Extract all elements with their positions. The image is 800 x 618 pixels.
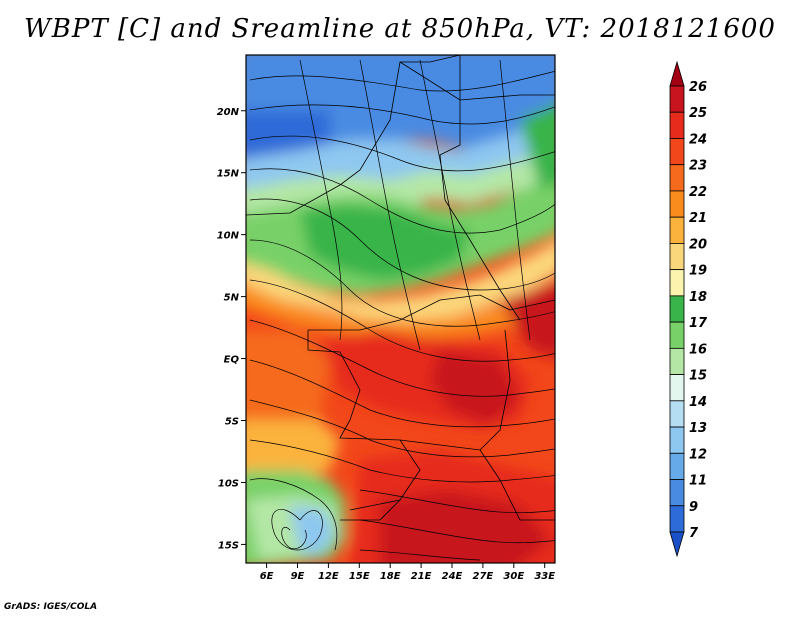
lon-tick-label: 33E: [534, 571, 555, 582]
colorbar-swatch: [669, 452, 685, 480]
colorbar-label: 11: [689, 474, 707, 489]
colorbar-bottom-arrow: [669, 531, 685, 558]
colorbar-label: 26: [689, 80, 707, 95]
colorbar-swatch: [669, 505, 685, 533]
lon-tick-label: 24E: [442, 571, 463, 582]
colorbar-label: 23: [689, 159, 707, 174]
colorbar-label: 19: [689, 264, 707, 279]
colorbar-swatch: [669, 295, 685, 323]
lon-tick-label: 15E: [349, 571, 370, 582]
colorbar-label: 17: [689, 316, 708, 331]
colorbar-label: 15: [689, 369, 707, 384]
lat-tick-label: 10S: [218, 478, 239, 489]
lat-tick-label: 15S: [218, 540, 239, 551]
lon-tick-label: 12E: [318, 571, 339, 582]
lon-tick-label: 9E: [291, 571, 305, 582]
colorbar-label: 22: [689, 185, 707, 200]
colorbar-swatch: [669, 138, 685, 166]
colorbar-label: 24: [689, 132, 707, 147]
colorbar-label: 14: [689, 395, 707, 410]
colorbar-swatch: [669, 164, 685, 192]
colorbar-label: 21: [689, 211, 707, 226]
colorbar-swatch: [669, 243, 685, 271]
colorbar-label: 18: [689, 290, 707, 305]
colorbar-label: 9: [689, 500, 698, 515]
colorbar-swatch: [669, 374, 685, 402]
lat-tick-label: 20N: [217, 107, 240, 118]
colorbar-label: 12: [689, 447, 707, 462]
lon-tick-label: 30E: [503, 571, 524, 582]
colorbar-swatch: [669, 479, 685, 507]
lat-tick-label: 5S: [225, 417, 239, 428]
plot-title: WBPT [C] and Sreamline at 850hPa, VT: 20…: [24, 14, 776, 44]
colorbar-swatch: [669, 216, 685, 244]
lon-tick-label: 6E: [260, 571, 274, 582]
lat-tick-label: 15N: [217, 169, 240, 180]
lat-tick-label: EQ: [224, 355, 240, 366]
streamlines: [249, 59, 555, 561]
colorbar-swatch: [669, 111, 685, 139]
colorbar-swatch: [669, 400, 685, 428]
lon-tick-label: 21E: [411, 571, 432, 582]
colorbar-swatch: [669, 321, 685, 349]
colorbar-swatch: [669, 269, 685, 297]
lon-tick-label: 27E: [473, 571, 494, 582]
map-frame: [245, 54, 556, 564]
grads-credit: GrADS: IGES/COLA: [4, 602, 98, 612]
colorbar-swatch: [669, 347, 685, 375]
axis-ticks: 20N 15N 10N 5N EQ 5S 10S 15S 6E 9E 12E 15E 18E 21E 24E…: [217, 107, 556, 582]
colorbar-label: 16: [689, 342, 707, 357]
colorbar-swatch: [669, 85, 685, 113]
colorbar-swatch: [669, 190, 685, 218]
colorbar-label: 7: [689, 526, 699, 541]
lon-tick-label: 18E: [380, 571, 401, 582]
colorbar-label: 25: [689, 106, 707, 121]
temperature-field: [246, 55, 555, 563]
lat-tick-label: 10N: [217, 231, 240, 242]
colorbar-swatch: [669, 426, 685, 454]
lat-tick-label: 5N: [224, 293, 240, 304]
colorbar-label: 20: [689, 237, 707, 252]
country-borders: [246, 55, 555, 521]
colorbar-label: 13: [689, 421, 707, 436]
colorbar-top-arrow: [669, 60, 685, 87]
